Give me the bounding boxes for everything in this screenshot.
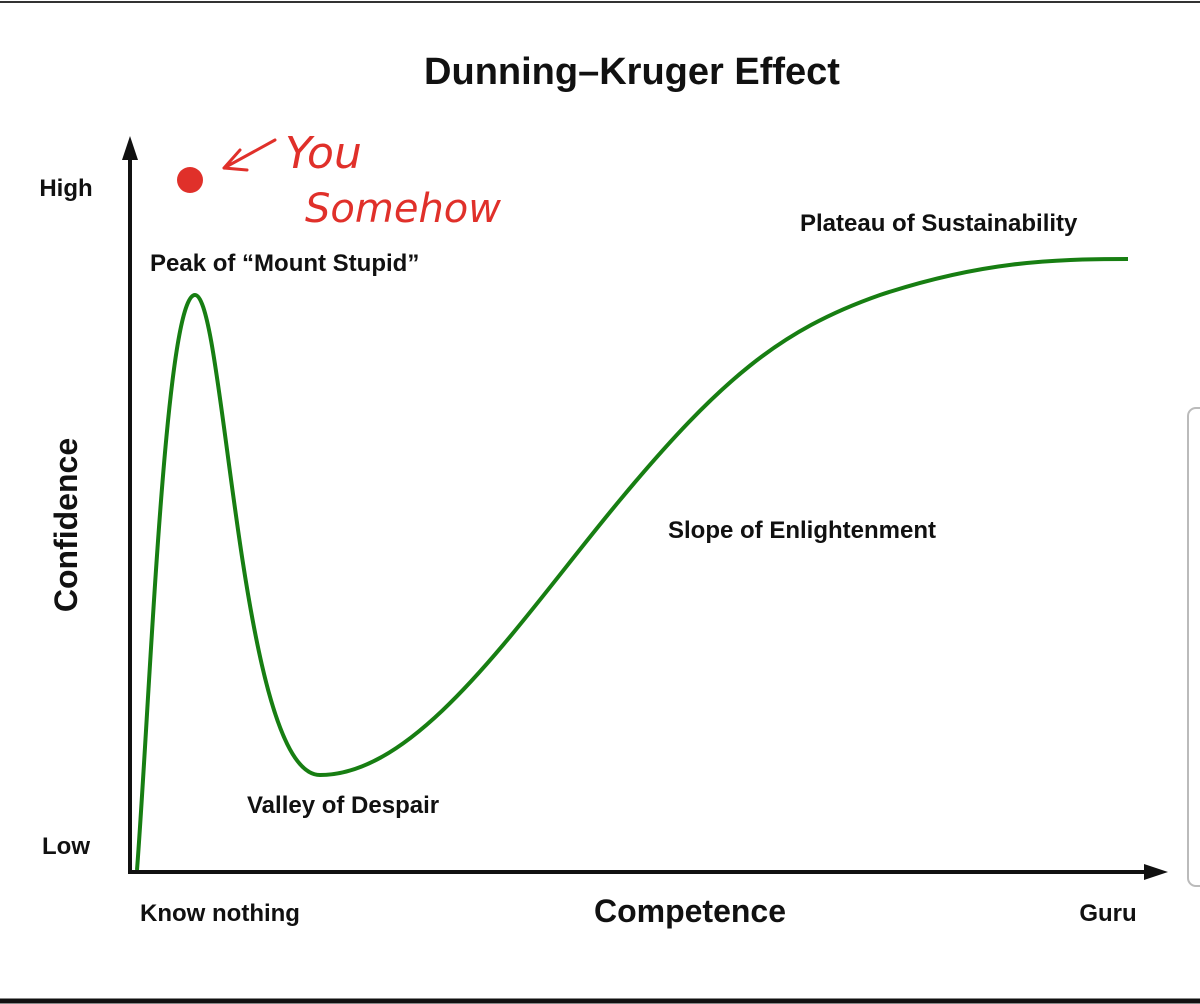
curve	[135, 257, 1129, 871]
y-high: High	[39, 175, 92, 202]
annotation: Plateau of Sustainability	[800, 210, 1078, 237]
note: You	[285, 128, 362, 179]
note-arrow	[222, 138, 277, 172]
x-end: Guru	[1079, 900, 1136, 927]
y-label: Confidence	[48, 438, 84, 612]
note: Somehow	[305, 186, 501, 232]
x-arrow	[1144, 864, 1168, 880]
you-dot	[177, 167, 203, 193]
y-low: Low	[42, 833, 90, 860]
annotation: Slope of Enlightenment	[668, 517, 936, 544]
scrollbar	[1187, 407, 1200, 887]
title: Dunning–Kruger Effect	[424, 51, 840, 93]
x-label: Competence	[594, 893, 786, 929]
annotation: Valley of Despair	[247, 792, 439, 819]
annotation: Peak of “Mount Stupid”	[150, 250, 419, 277]
x-start: Know nothing	[140, 900, 300, 927]
y-arrow	[122, 136, 138, 160]
